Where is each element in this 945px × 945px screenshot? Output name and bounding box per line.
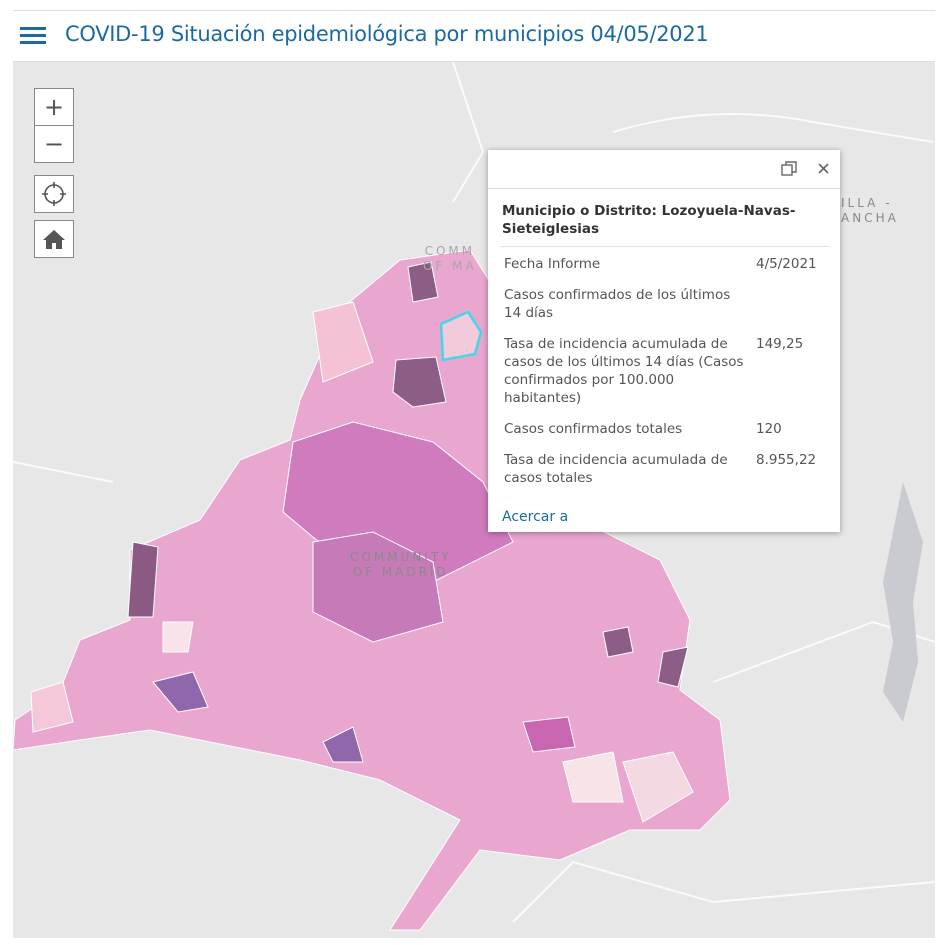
field-label: Casos confirmados totales bbox=[504, 421, 683, 437]
field-label: Tasa de incidencia acumulada de casos to… bbox=[504, 452, 728, 486]
close-button[interactable] bbox=[818, 163, 829, 174]
map-label: ILLA - ANCHA bbox=[841, 196, 899, 225]
popup-icons bbox=[781, 161, 829, 176]
field-label: Fecha Informe bbox=[504, 256, 601, 272]
field-label: Casos confirmados de los últimos 14 días bbox=[504, 287, 731, 321]
field-label: Tasa de incidencia acumulada de casos de… bbox=[504, 336, 744, 406]
field-value: 4/5/2021 bbox=[756, 256, 817, 272]
zoom-in[interactable]: + bbox=[34, 88, 74, 126]
header-bar: COVID-19 Situación epidemiológica por mu… bbox=[13, 10, 935, 62]
field-value: 8.955,22 bbox=[756, 452, 817, 468]
divider bbox=[488, 188, 840, 189]
dock-button[interactable] bbox=[781, 161, 797, 176]
page-title: COVID-19 Situación epidemiológica por mu… bbox=[65, 22, 709, 46]
locate-button[interactable] bbox=[34, 175, 74, 213]
popup: Municipio o Distrito: Lozoyuela-Navas-Si… bbox=[488, 150, 840, 532]
home-button[interactable] bbox=[34, 220, 74, 258]
popup-title: Municipio o Distrito: Lozoyuela-Navas-Si… bbox=[502, 203, 796, 237]
zoom-to-link[interactable]: Acercar a bbox=[502, 509, 569, 525]
menu-icon[interactable] bbox=[20, 27, 46, 45]
home-icon bbox=[43, 230, 65, 249]
map-label: COMM OF MA bbox=[423, 244, 477, 273]
field-value: 149,25 bbox=[756, 336, 804, 352]
map-label: COMMUNITY OF MADRID bbox=[350, 550, 452, 579]
attribute-table: Fecha Informe 4/5/2021 Casos confirmados … bbox=[500, 246, 830, 492]
field-value: 120 bbox=[756, 421, 782, 437]
locate-icon bbox=[42, 182, 66, 206]
zoom-out[interactable]: − bbox=[34, 125, 74, 163]
